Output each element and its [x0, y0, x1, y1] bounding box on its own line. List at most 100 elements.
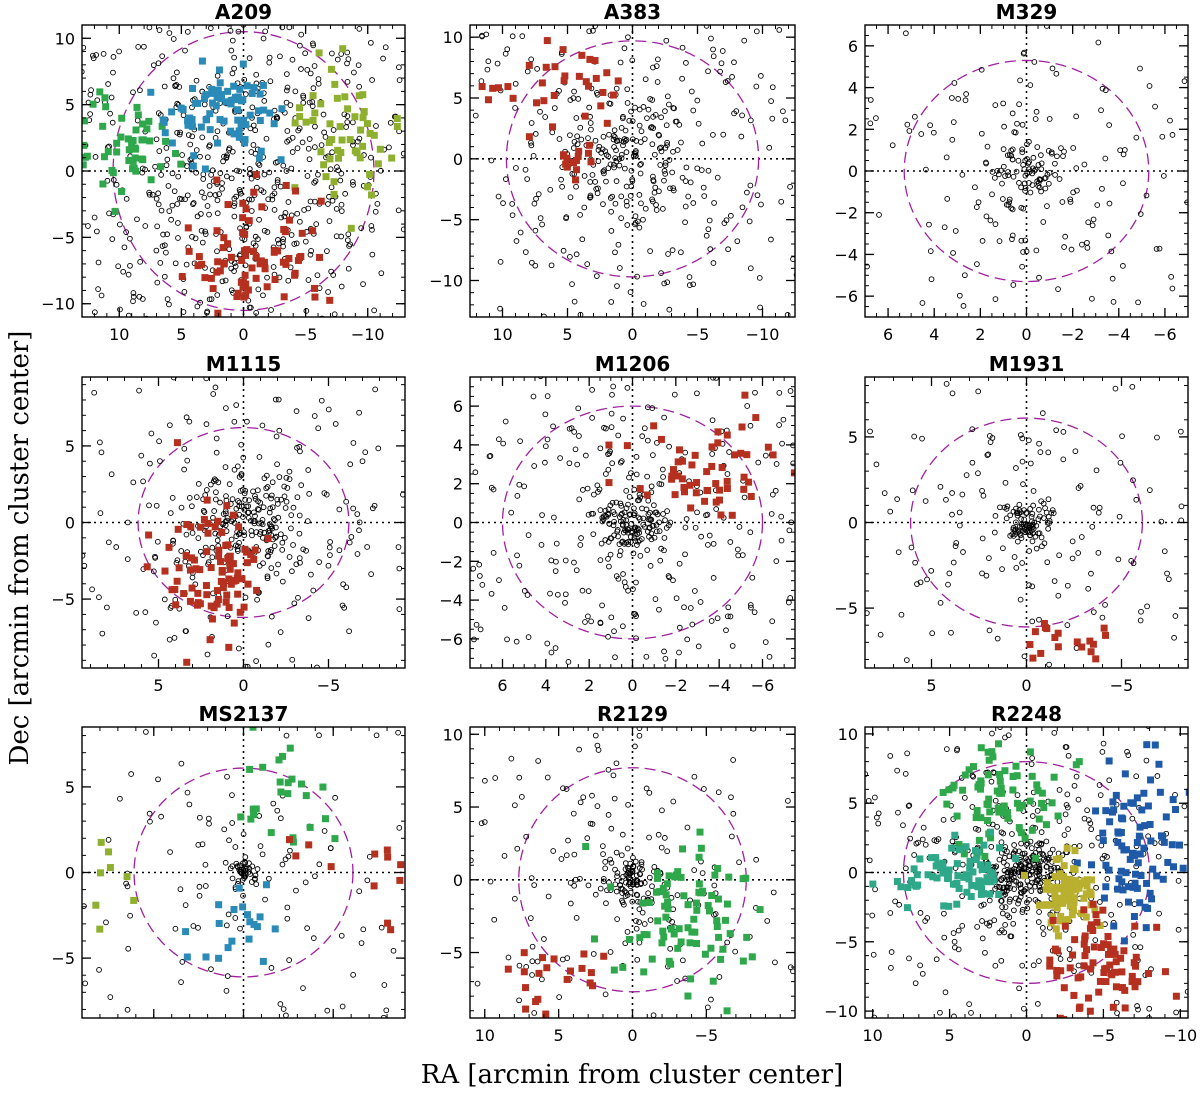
member-point [1032, 533, 1039, 540]
member-point [1178, 25, 1181, 26]
member-point [927, 248, 934, 254]
group-point-green [653, 874, 661, 882]
member-point [318, 142, 325, 148]
group-point-green [145, 117, 153, 125]
member-point [262, 28, 269, 35]
member-point [474, 980, 481, 987]
member-point [1060, 429, 1067, 435]
member-point [91, 389, 98, 396]
member-point [1036, 177, 1043, 183]
group-point-green [690, 915, 698, 923]
member-point [622, 527, 628, 534]
member-point [528, 120, 535, 126]
member-point [1137, 65, 1143, 72]
member-point [168, 356, 173, 361]
member-point [1099, 185, 1105, 192]
group-point-red [561, 72, 569, 80]
member-point [354, 511, 361, 517]
member-point [1056, 552, 1062, 559]
panel-title: A383 [604, 0, 661, 24]
member-point [69, 21, 74, 26]
member-point [657, 557, 664, 564]
member-point [248, 208, 255, 214]
member-point [1109, 275, 1116, 282]
member-point [876, 212, 882, 218]
member-point [1013, 564, 1020, 571]
member-point [190, 201, 196, 207]
member-point [206, 143, 212, 150]
member-point [747, 422, 754, 429]
member-point [155, 60, 162, 67]
group-point-blue [184, 121, 192, 129]
member-point [631, 486, 638, 493]
y-tick-label: −5 [51, 228, 75, 247]
member-point [1009, 206, 1016, 213]
member-point [171, 188, 178, 195]
group-point-green [677, 873, 685, 881]
member-point [228, 536, 235, 543]
group-point-green [684, 992, 692, 1000]
group-point-red [234, 590, 242, 598]
member-point [611, 164, 617, 171]
member-point [174, 100, 181, 107]
member-point [387, 119, 394, 126]
member-point [650, 64, 656, 71]
member-point [304, 66, 311, 73]
member-point [1056, 176, 1063, 182]
group-point-red [550, 92, 558, 100]
member-point [988, 843, 995, 850]
member-point [644, 547, 651, 553]
group-point-green [995, 808, 1003, 816]
member-point [1024, 857, 1030, 864]
member-point [488, 484, 495, 491]
member-point [634, 892, 641, 899]
member-point [608, 825, 615, 832]
member-point [919, 970, 926, 977]
group-point-green [943, 800, 951, 808]
member-point [226, 481, 233, 487]
member-point [231, 520, 238, 526]
member-point [186, 495, 193, 501]
member-point [253, 658, 259, 664]
group-point-red [218, 568, 226, 576]
member-point [1019, 149, 1026, 156]
member-point [997, 504, 1003, 511]
group-point-red [712, 480, 720, 488]
member-point [1009, 831, 1015, 837]
member-point [1013, 168, 1020, 175]
member-point [611, 511, 618, 518]
member-point [97, 510, 104, 516]
member-point [243, 224, 250, 231]
member-point [201, 101, 208, 108]
member-point [187, 141, 194, 148]
member-point [641, 880, 648, 886]
group-point-red [693, 479, 701, 487]
member-point [167, 510, 174, 516]
member-point [195, 924, 201, 931]
member-point [1009, 110, 1016, 117]
group-point-red [687, 504, 695, 512]
member-point [155, 190, 161, 197]
member-point [979, 935, 986, 942]
member-point [321, 129, 327, 136]
member-point [130, 298, 136, 305]
group-point-red [240, 603, 248, 611]
group-point-green [132, 145, 140, 153]
member-point [537, 108, 543, 115]
member-point [1100, 740, 1107, 747]
member-point [869, 912, 876, 919]
group-point-red [285, 216, 293, 224]
member-point [98, 449, 105, 456]
member-point [521, 588, 528, 594]
member-point [1045, 147, 1052, 154]
member-point [580, 794, 587, 801]
member-point [250, 142, 257, 148]
group-point-green [99, 122, 107, 130]
group-point-red [188, 584, 196, 592]
member-point [306, 156, 313, 163]
x-tick-label: 2 [584, 676, 594, 695]
member-point [400, 226, 405, 233]
r200-circle [505, 40, 760, 278]
panel-title: M1931 [989, 352, 1065, 376]
